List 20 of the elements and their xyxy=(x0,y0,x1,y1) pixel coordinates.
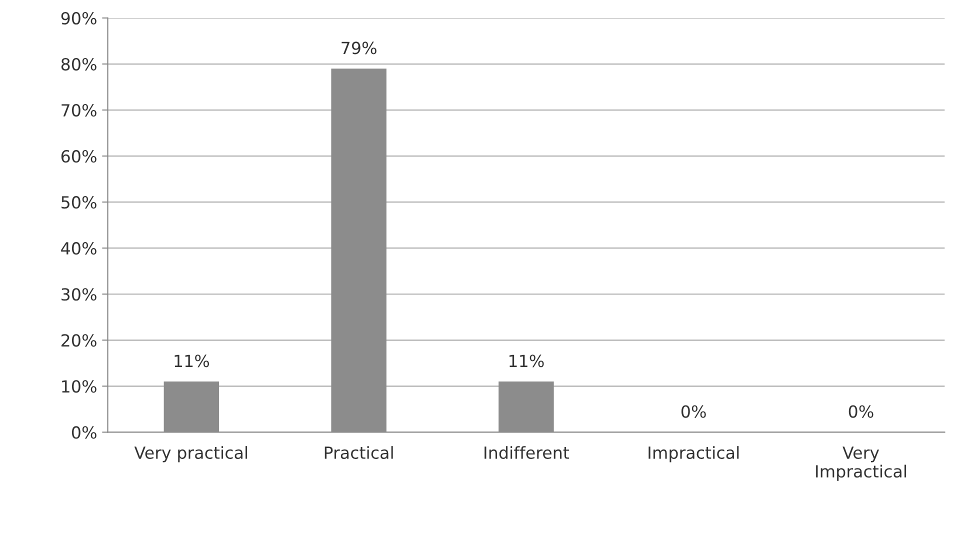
y-tick-label: 0% xyxy=(72,426,96,439)
x-tick-label: Impractical xyxy=(648,446,739,462)
data-label: 11% xyxy=(510,354,544,368)
data-label: 79% xyxy=(342,42,376,54)
data-label: 0% xyxy=(681,405,706,418)
y-tick-label: 80% xyxy=(61,58,96,71)
y-tick-label: 40% xyxy=(61,242,96,255)
x-tick-label: Indifferent xyxy=(484,446,570,459)
y-tick-label: 90% xyxy=(61,12,96,25)
y-tick-label: 70% xyxy=(62,104,96,117)
y-tick-label: 30% xyxy=(62,288,96,301)
y-tick-label: 10% xyxy=(62,380,96,393)
data-label: 0% xyxy=(848,405,874,418)
x-tick-label: Practical xyxy=(324,446,393,459)
x-tick-label: Very Impractical xyxy=(816,446,906,481)
x-tick-label: Very practical xyxy=(134,446,248,462)
y-tick-label: 50% xyxy=(62,196,96,209)
data-label: 11% xyxy=(174,354,210,368)
y-tick-label: 20% xyxy=(62,334,96,347)
y-tick-label: 60% xyxy=(61,150,96,163)
